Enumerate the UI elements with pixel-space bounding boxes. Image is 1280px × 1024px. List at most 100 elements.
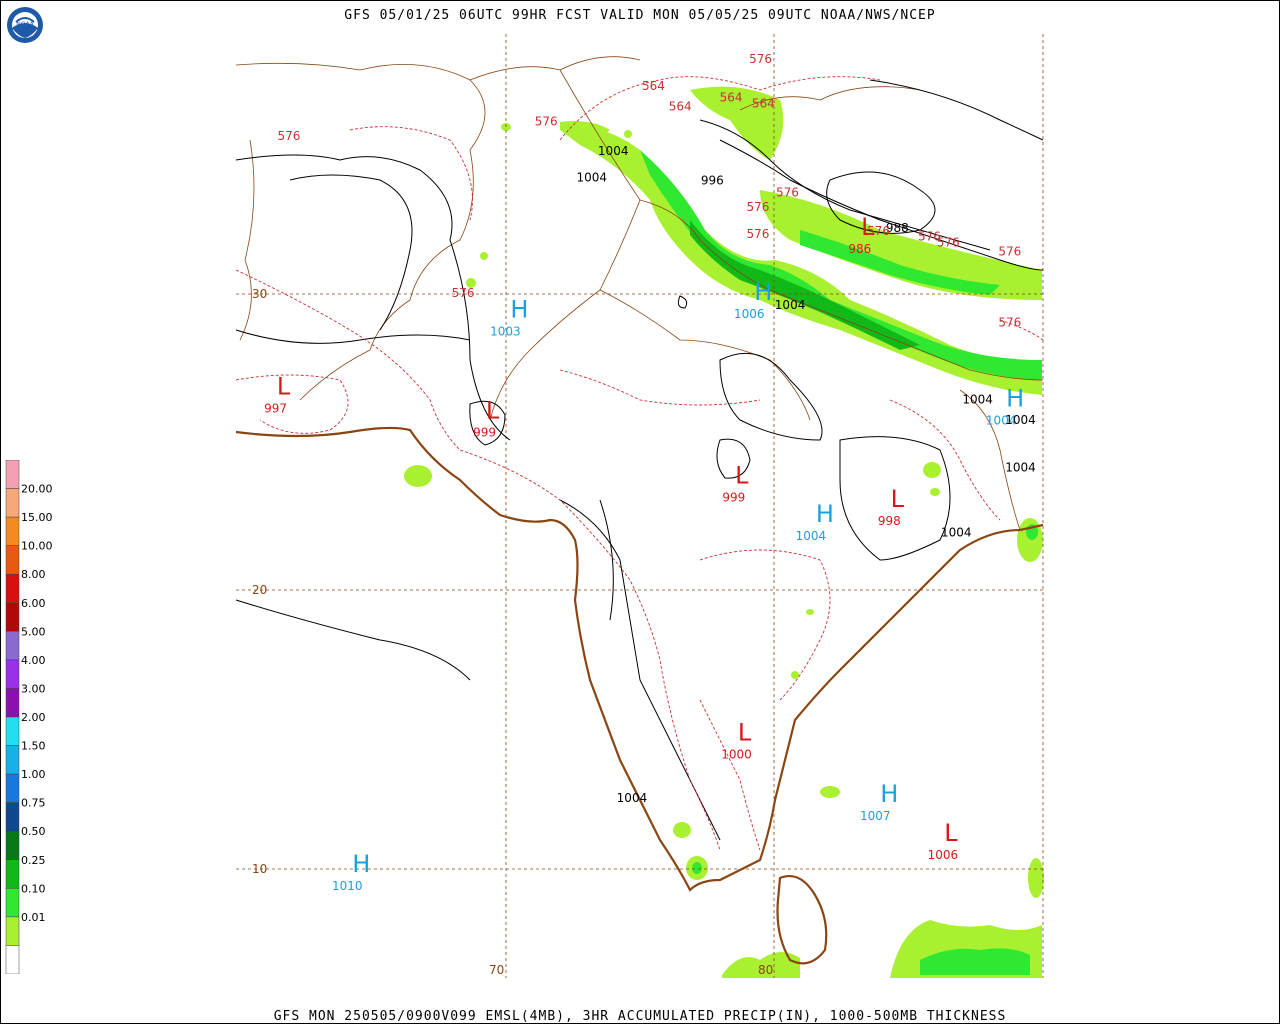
colorbar-label-2: 10.00 xyxy=(21,540,53,553)
colorbar-label-3: 8.00 xyxy=(21,568,46,581)
high-pressure-value-1: 1006 xyxy=(734,307,765,321)
thickness-label-0: 576 xyxy=(749,52,772,66)
colorbar-swatch-9 xyxy=(5,716,20,746)
low-pressure-value-3: 998 xyxy=(878,514,901,528)
thickness-label-2: 564 xyxy=(669,99,692,113)
low-pressure-value-5: 1006 xyxy=(928,848,959,862)
lat-lon-grid xyxy=(236,34,1044,978)
high-pressure-value-5: 1004 xyxy=(986,413,1017,427)
thickness-label-5: 576 xyxy=(535,114,558,128)
country-borders xyxy=(235,56,1044,531)
colorbar-swatch-15 xyxy=(5,888,20,918)
colorbar-label-1: 15.00 xyxy=(21,511,53,524)
precip-layer xyxy=(404,86,1044,978)
thickness-label-3: 564 xyxy=(720,91,743,105)
isobar-label-7: 1004 xyxy=(1005,461,1036,475)
thickness-label-13: 576 xyxy=(998,245,1021,259)
thickness-label-12: 576 xyxy=(937,236,960,250)
low-pressure-marker-4: L xyxy=(738,719,752,747)
colorbar-swatch-5 xyxy=(5,602,20,632)
colorbar-swatch-12 xyxy=(5,802,20,832)
lon-label-80: 80 xyxy=(758,963,773,977)
isobar-label-6: 1004 xyxy=(1005,413,1036,427)
thickness-label-8: 576 xyxy=(746,200,769,214)
colorbar-label-12: 0.50 xyxy=(21,825,46,838)
thickness-label-1: 564 xyxy=(642,79,665,93)
low-pressure-marker-5: L xyxy=(944,819,958,847)
lat-label-30: 30 xyxy=(252,287,267,301)
low-pressure-marker-6: L xyxy=(861,213,875,241)
isobar-label-2: 996 xyxy=(701,173,724,187)
chart-footer: GFS MON 250505/0900V099 EMSL(4MB), 3HR A… xyxy=(273,1009,1007,1024)
colorbar-swatch-1 xyxy=(5,488,20,518)
isobar-label-3: 988 xyxy=(886,221,909,235)
high-pressure-marker-0: H xyxy=(510,296,528,324)
colorbar-label-9: 1.50 xyxy=(21,740,46,753)
colorbar-label-10: 1.00 xyxy=(21,768,46,781)
colorbar-swatch-10 xyxy=(5,745,20,775)
chart-title: GFS 05/01/25 06UTC 99HR FCST VALID MON 0… xyxy=(344,8,936,23)
colorbar-swatch-14 xyxy=(5,859,20,889)
lat-label-20: 20 xyxy=(252,583,267,597)
colorbar-label-11: 0.75 xyxy=(21,797,46,810)
colorbar-swatch-13 xyxy=(5,830,20,861)
isobar-label-4: 1004 xyxy=(775,298,806,312)
high-pressure-marker-3: H xyxy=(880,780,898,808)
thickness-label-6: 576 xyxy=(277,129,300,143)
thickness-label-7: 576 xyxy=(776,185,799,199)
low-pressure-value-2: 999 xyxy=(722,490,745,504)
logo-text: NOAA xyxy=(16,21,34,28)
isobar-label-1: 1004 xyxy=(576,171,607,185)
colorbar-swatch-8 xyxy=(5,688,20,718)
colorbar-label-8: 2.00 xyxy=(21,711,46,724)
low-pressure-value-6: 986 xyxy=(848,242,871,256)
isobar-label-5: 1004 xyxy=(962,393,993,407)
thickness-label-14: 576 xyxy=(998,316,1021,330)
low-pressure-marker-0: L xyxy=(277,373,291,401)
colorbar-label-6: 4.00 xyxy=(21,654,46,667)
colorbar-label-13: 0.25 xyxy=(21,854,46,867)
high-pressure-marker-2: H xyxy=(816,500,834,528)
colorbar-label-7: 3.00 xyxy=(21,682,46,695)
thickness-label-15: 576 xyxy=(452,286,475,300)
isobar-label-8: 1004 xyxy=(941,526,972,540)
low-pressure-value-0: 997 xyxy=(264,402,287,416)
isobars xyxy=(235,79,1044,841)
lat-label-10: 10 xyxy=(252,862,267,876)
noaa-logo: NOAA xyxy=(6,6,44,44)
lon-label-70: 70 xyxy=(489,963,504,977)
low-pressure-value-1: 999 xyxy=(473,425,496,439)
precip-colorbar: 20.00 15.00 10.00 8.00 6.00 5.00 4.00 3.00 2.00 1… xyxy=(5,460,53,974)
thickness-contours xyxy=(235,76,1044,851)
high-pressure-value-0: 1003 xyxy=(490,325,521,339)
colorbar-label-15: 0.01 xyxy=(21,911,46,924)
low-pressure-marker-2: L xyxy=(735,461,749,489)
high-pressure-value-3: 1007 xyxy=(860,809,891,823)
coastline xyxy=(235,426,1044,965)
thickness-label-4: 564 xyxy=(752,97,775,111)
high-pressure-marker-5: H xyxy=(1006,384,1024,412)
isobar-label-0: 1004 xyxy=(598,144,629,158)
low-pressure-marker-1: L xyxy=(486,396,500,424)
colorbar-swatch-6 xyxy=(5,631,20,661)
colorbar-swatch-0 xyxy=(5,460,20,489)
high-pressure-value-4: 1010 xyxy=(332,879,363,893)
colorbar-label-4: 6.00 xyxy=(21,597,46,610)
isobar-label-9: 1004 xyxy=(617,791,648,805)
colorbar-swatch-17 xyxy=(5,945,20,974)
low-pressure-marker-3: L xyxy=(891,485,905,513)
colorbar-label-14: 0.10 xyxy=(21,882,46,895)
colorbar-swatch-2 xyxy=(5,516,20,546)
thickness-label-11: 576 xyxy=(918,230,941,244)
colorbar-swatch-11 xyxy=(5,773,20,803)
colorbar-swatch-3 xyxy=(5,545,20,575)
colorbar-swatch-7 xyxy=(5,659,20,689)
colorbar-swatch-16 xyxy=(5,916,20,946)
thickness-label-10: 576 xyxy=(867,224,890,238)
colorbar-label-0: 20.00 xyxy=(21,483,53,496)
high-pressure-marker-4: H xyxy=(352,850,370,878)
colorbar-label-5: 5.00 xyxy=(21,625,46,638)
high-pressure-marker-1: H xyxy=(754,278,772,306)
low-pressure-value-4: 1000 xyxy=(721,748,752,762)
